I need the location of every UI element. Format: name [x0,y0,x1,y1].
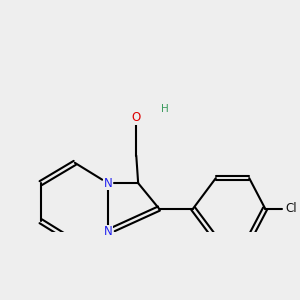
Text: H: H [161,104,169,114]
Text: N: N [103,225,112,238]
Text: O: O [132,111,141,124]
Text: Cl: Cl [286,202,298,215]
Text: N: N [103,177,112,190]
